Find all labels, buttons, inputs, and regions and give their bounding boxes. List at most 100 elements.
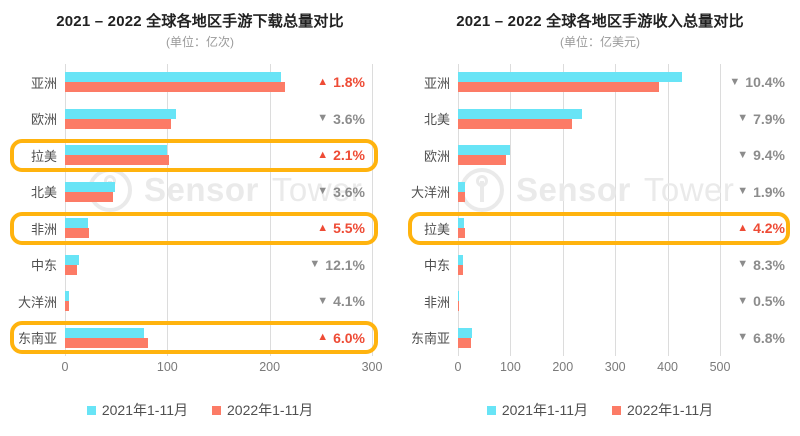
change-badge: ▼ 10.4% (729, 64, 785, 101)
down-triangle-icon: ▼ (317, 185, 329, 198)
sensortower-watermark: Sensor Tower (460, 168, 734, 212)
chart-row: 亚洲 ▼ 10.4% (400, 64, 800, 101)
down-triangle-icon: ▼ (737, 258, 749, 271)
gridline (510, 64, 512, 356)
change-percent: 0.5% (753, 293, 785, 310)
sensortower-watermark: Sensor Tower (88, 168, 362, 212)
gridline (458, 64, 459, 356)
x-tick-label: 200 (552, 360, 574, 374)
category-label: 大洋洲 (410, 185, 450, 201)
change-percent: 6.0% (333, 329, 365, 346)
bar-2021 (458, 218, 465, 229)
change-badge: ▼ 6.8% (737, 320, 785, 357)
gridline (65, 64, 66, 356)
bar-2021 (65, 145, 168, 156)
bar-2022 (65, 337, 149, 348)
bar-pair (65, 181, 116, 202)
chart-subtitle: (单位：亿次) (166, 35, 234, 49)
bar-pair (65, 108, 176, 129)
bar-2022 (458, 191, 466, 202)
bar-pair (65, 291, 70, 312)
bar-pair (65, 254, 79, 275)
bar-2021 (458, 181, 466, 192)
category-label: 亚洲 (30, 75, 57, 91)
chart-row: 欧洲 ▼ 9.4% (400, 137, 800, 174)
revenue-chart-panel: 2021 – 2022 全球各地区手游收入总量对比 (单位：亿美元) Senso… (400, 0, 800, 436)
plot-area: Sensor Tower 亚洲 ▼ 10.4% 北美 ▼ 7.9% 欧洲 ▼ 9.4% 大洋洲 ▼ 1… (400, 64, 800, 356)
change-percent: 5.5% (333, 220, 365, 237)
bar-2022 (65, 264, 77, 275)
bar-2022 (458, 264, 463, 275)
legend-swatch-2022 (212, 405, 221, 415)
bar-2021 (65, 291, 70, 302)
bar-pair (458, 108, 583, 129)
gridline (372, 64, 373, 356)
chart-row: 大洋洲 ▼ 4.1% (0, 283, 400, 320)
down-triangle-icon: ▼ (737, 148, 749, 161)
bar-pair (458, 218, 465, 239)
bar-2021 (65, 72, 281, 83)
change-badge: ▼ 4.1% (317, 283, 365, 320)
down-triangle-icon: ▼ (317, 112, 329, 125)
watermark-text-tower: Tower (271, 171, 363, 208)
chart-row: 东南亚 ▼ 6.8% (400, 320, 800, 357)
legend-swatch-2021 (486, 405, 496, 415)
chart-row: 拉美 ▲ 2.1% (0, 137, 400, 174)
chart-row: 欧洲 ▼ 3.6% (0, 101, 400, 138)
gridline (615, 64, 617, 356)
bar-2022 (458, 228, 465, 239)
chart-row: 中东 ▼ 8.3% (400, 247, 800, 284)
change-percent: 12.1% (325, 256, 365, 273)
legend-item: 2022年1-11月 (612, 400, 713, 420)
legend-swatch-2022 (612, 405, 621, 415)
x-tick-label: 300 (604, 360, 626, 374)
bar-2022 (65, 155, 170, 166)
bar-pair (458, 291, 459, 312)
legend: 2021年1-11月 2022年1-11月 (0, 400, 400, 420)
change-percent: 6.8% (753, 329, 785, 346)
x-tick-label: 500 (709, 360, 731, 374)
up-triangle-icon: ▲ (317, 148, 329, 161)
change-badge: ▼ 12.1% (309, 247, 365, 284)
category-label: 东南亚 (410, 331, 450, 347)
bar-2022 (65, 191, 114, 202)
bar-2021 (458, 108, 583, 119)
chart-row: 中东 ▼ 12.1% (0, 247, 400, 284)
watermark-text-tower: Tower (643, 171, 735, 208)
bar-2021 (65, 218, 88, 229)
legend-item: 2021年1-11月 (486, 400, 588, 420)
change-badge: ▲ 4.2% (737, 210, 785, 247)
bar-2021 (458, 145, 511, 156)
gridline (720, 64, 721, 356)
change-percent: 10.4% (745, 74, 785, 91)
x-tick-label: 100 (499, 360, 521, 374)
bar-pair (458, 72, 682, 93)
chart-title: 2021 – 2022 全球各地区手游收入总量对比 (456, 13, 744, 30)
chart-row: 亚洲 ▲ 1.8% (0, 64, 400, 101)
bar-2021 (458, 291, 459, 302)
bar-pair (458, 145, 511, 166)
change-percent: 1.9% (753, 183, 785, 200)
category-label: 中东 (30, 258, 57, 274)
legend: 2021年1-11月 2022年1-11月 (400, 400, 800, 420)
bar-pair (458, 181, 466, 202)
x-tick-label: 200 (259, 360, 281, 374)
downloads-chart-panel: 2021 – 2022 全球各地区手游下载总量对比 (单位：亿次) Sensor… (0, 13, 400, 420)
gridline (562, 64, 564, 356)
chart-row: 拉美 ▲ 4.2% (400, 210, 800, 247)
change-badge: ▲ 6.0% (317, 320, 365, 357)
bar-2022 (458, 155, 506, 166)
category-label: 拉美 (423, 221, 450, 237)
change-percent: 3.6% (333, 110, 365, 127)
category-label: 东南亚 (17, 331, 57, 347)
legend-label: 2021年1-11月 (501, 402, 588, 418)
x-tick-label: 300 (361, 360, 383, 374)
x-axis: 0 100 200 300 (0, 360, 400, 378)
change-badge: ▼ 7.9% (737, 101, 785, 138)
down-triangle-icon: ▼ (317, 294, 329, 307)
legend-label: 2022年1-11月 (627, 402, 714, 418)
change-badge: ▼ 0.5% (737, 283, 785, 320)
chart-title: 2021 – 2022 全球各地区手游下载总量对比 (56, 13, 344, 30)
bar-2022 (65, 228, 90, 239)
change-percent: 9.4% (753, 147, 785, 164)
